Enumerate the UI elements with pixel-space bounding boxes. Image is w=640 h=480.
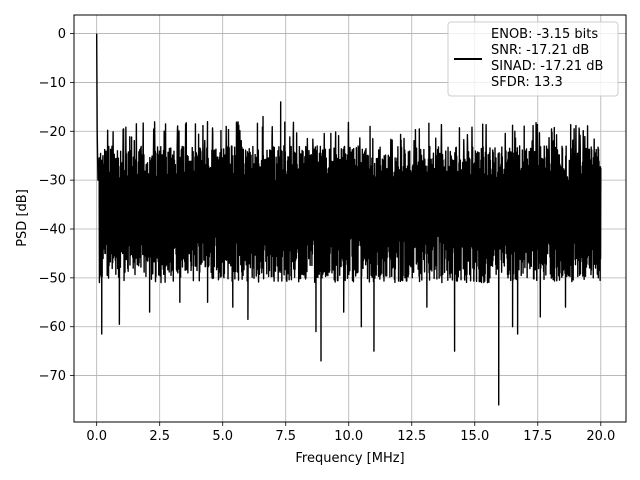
x-tick-label: 7.5 [275,429,296,444]
x-tick-label: 10.0 [334,429,363,444]
psd-series-line [95,33,602,406]
y-tick-label: −60 [39,320,66,335]
x-tick-label: 5.0 [212,429,233,444]
y-tick-label: −30 [39,174,66,189]
y-tick-label: −70 [39,369,66,384]
y-tick-label: −40 [39,223,66,238]
y-tick-label: −20 [39,125,66,140]
x-tick-label: 15.0 [460,429,489,444]
x-tick-label: 20.0 [586,429,615,444]
x-tick-label: 0.0 [86,429,107,444]
y-axis: 0 −10 −20 −30 −40 −50 −60 −70 [39,27,74,384]
legend-box [447,21,619,97]
legend: ENOB: -3.15 bits SNR: -17.21 dB SINAD: -… [447,21,619,97]
x-axis-label: Frequency [MHz] [295,451,404,466]
y-tick-label: −50 [39,271,66,286]
plot-frame [73,14,627,423]
x-tick-label: 2.5 [149,429,170,444]
series-layer [95,33,602,406]
legend-line-snr: SNR: -17.21 dB [491,43,589,58]
x-tick-label: 12.5 [397,429,426,444]
x-tick-label: 17.5 [523,429,552,444]
legend-line-enob: ENOB: -3.15 bits [491,27,598,42]
legend-line-sfdr: SFDR: 13.3 [491,75,563,90]
y-tick-label: −10 [39,76,66,91]
x-axis: 0.0 2.5 5.0 7.5 10.0 12.5 15.0 17.5 20.0 [86,422,615,444]
y-tick-label: 0 [58,27,66,42]
y-axis-label: PSD [dB] [15,189,30,247]
legend-line-sinad: SINAD: -17.21 dB [491,59,603,74]
